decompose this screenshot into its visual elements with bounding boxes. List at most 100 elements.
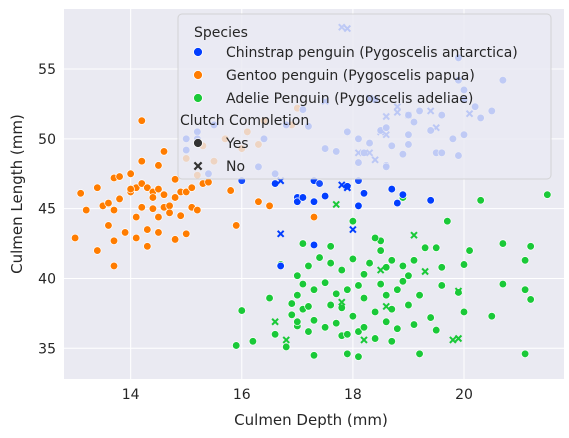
adelie-point — [309, 285, 319, 294]
adelie-point — [348, 254, 358, 264]
gentoo-point — [70, 233, 80, 243]
chinstrap-point-faded — [315, 179, 324, 188]
gentoo-point — [170, 175, 180, 184]
adelie-point — [398, 261, 408, 271]
gentoo-point — [165, 208, 174, 217]
gentoo-point — [265, 201, 274, 211]
gentoo-point — [109, 236, 119, 245]
adelie-point — [393, 285, 402, 294]
adelie-point — [543, 190, 552, 199]
legend-box — [177, 13, 552, 180]
gentoo-point — [159, 190, 169, 199]
gentoo-point — [226, 186, 235, 195]
adelie-point — [248, 337, 258, 346]
adelie-point-no — [449, 336, 457, 344]
gentoo-point — [176, 211, 185, 220]
adelie-point — [320, 323, 330, 332]
adelie-point — [332, 319, 341, 328]
adelie-point — [487, 312, 496, 321]
gentoo-point — [132, 212, 141, 222]
adelie-point — [304, 302, 313, 311]
legend-adelie-label: Adelie Penguin (Pygoscelis adeliae) — [226, 91, 473, 107]
y-tick-label: 35 — [38, 341, 56, 357]
chinstrap-point — [393, 198, 402, 208]
gentoo-point — [154, 184, 163, 194]
adelie-point-no — [338, 298, 346, 306]
chinstrap-point — [398, 190, 408, 199]
adelie-point — [293, 317, 302, 326]
legend-gentoo-label: Gentoo penguin (Pygoscelis papua) — [226, 68, 475, 84]
chinstrap-point — [293, 197, 302, 206]
adelie-point — [282, 342, 291, 352]
adelie-point-no — [454, 287, 463, 295]
chinstrap-point — [359, 189, 369, 198]
adelie-point — [337, 265, 346, 275]
gentoo-point — [126, 169, 135, 178]
gentoo-point — [170, 235, 180, 244]
chinstrap-point-no — [349, 225, 357, 234]
adelie-point — [315, 253, 324, 262]
adelie-point — [348, 312, 358, 321]
adelie-point — [387, 256, 396, 265]
gentoo-point — [109, 261, 119, 271]
adelie-point — [498, 239, 508, 248]
adelie-point — [354, 281, 363, 290]
adelie-point — [376, 279, 385, 289]
adelie-point — [309, 351, 319, 360]
adelie-point — [354, 327, 363, 336]
gentoo-point — [115, 172, 124, 181]
adelie-point — [320, 278, 330, 287]
adelie-point — [270, 330, 280, 339]
chinstrap-point — [309, 240, 319, 250]
gentoo-point — [104, 221, 113, 230]
adelie-point — [437, 281, 446, 290]
adelie-point — [287, 310, 296, 319]
adelie-point — [398, 277, 408, 286]
adelie-point — [359, 270, 369, 279]
adelie-point-no — [332, 200, 340, 209]
gentoo-point — [137, 116, 146, 125]
adelie-point-no — [282, 336, 290, 344]
adelie-point — [498, 279, 508, 289]
gentoo-point — [93, 246, 102, 255]
chinstrap-point — [320, 191, 330, 201]
x-tick-label: 20 — [455, 387, 473, 403]
legend-chinstrap-marker — [193, 47, 203, 57]
legend: Species Chinstrap penguin (Pygoscelis an… — [177, 13, 552, 180]
adelie-point — [520, 256, 530, 265]
adelie-point-no — [360, 336, 368, 344]
adelie-point — [465, 246, 474, 255]
gentoo-point — [126, 184, 135, 194]
gentoo-point — [137, 157, 146, 166]
adelie-point — [309, 316, 319, 325]
adelie-point — [437, 263, 446, 272]
adelie-point — [343, 349, 352, 359]
gentoo-point — [187, 183, 196, 192]
adelie-point — [365, 258, 374, 268]
adelie-point-no — [382, 302, 390, 311]
adelie-point — [298, 239, 308, 248]
adelie-point — [304, 261, 313, 271]
legend-hue-title: Species — [194, 25, 248, 41]
chinstrap-point-no — [276, 230, 285, 238]
adelie-point — [370, 233, 380, 243]
gentoo-point — [93, 183, 102, 192]
gentoo-point — [165, 201, 174, 211]
adelie-point-no — [421, 267, 429, 276]
adelie-point — [443, 217, 452, 226]
gentoo-point — [182, 187, 191, 197]
adelie-point — [287, 299, 296, 308]
adelie-point — [293, 291, 302, 300]
chinstrap-point-no — [343, 184, 352, 192]
adelie-point — [432, 243, 441, 252]
gentoo-point — [148, 204, 158, 213]
legend-yes-marker — [193, 138, 203, 148]
gentoo-point — [82, 205, 91, 215]
chinstrap-point — [354, 201, 363, 211]
adelie-point — [326, 242, 335, 251]
x-tick-labels: 14 16 18 20 — [122, 387, 473, 403]
chinstrap-point — [309, 197, 319, 206]
gentoo-point — [309, 212, 319, 222]
gentoo-point — [232, 221, 241, 230]
